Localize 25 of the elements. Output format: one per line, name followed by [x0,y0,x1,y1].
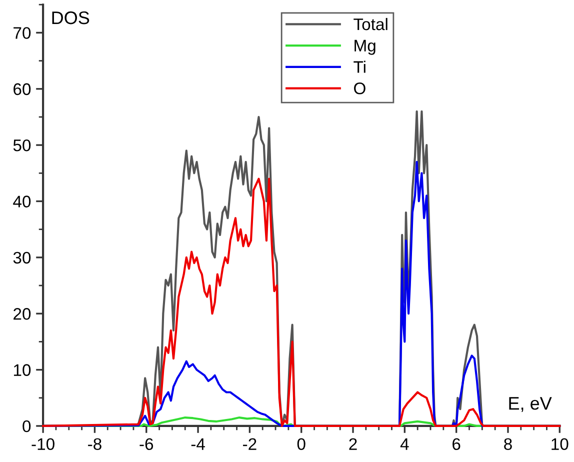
y-tick-label: 20 [14,308,31,320]
y-tick-label: 50 [13,139,31,152]
y-tick-label: 60 [14,83,31,96]
y-tick-label: 30 [13,252,31,264]
x-tick-label: -10 [32,438,54,450]
x-tick-label: 4 [400,438,409,450]
y-tick-label: 70 [14,27,31,39]
x-axis-title: E, eV [509,397,552,412]
x-tick-label: 8 [504,438,512,450]
y-axis-title: DOS [52,11,90,24]
x-tick-label: 6 [452,438,460,450]
x-tick-label: 0 [297,438,306,450]
legend-label: Mg [354,40,376,55]
x-tick-label: -6 [140,438,154,450]
x-tick-label: -2 [243,438,256,450]
legend-label: Ti [354,60,366,73]
x-tick-label: 2 [349,438,357,450]
x-tick-label: -4 [191,438,205,450]
x-tick-label: -8 [88,438,102,450]
legend-label: O [354,82,366,94]
legend-label: Total [354,18,388,30]
y-tick-label: 0 [22,420,31,432]
y-tick-label: 10 [14,364,31,376]
y-tick-label: 40 [13,196,31,208]
x-tick-label: 10 [552,438,568,450]
